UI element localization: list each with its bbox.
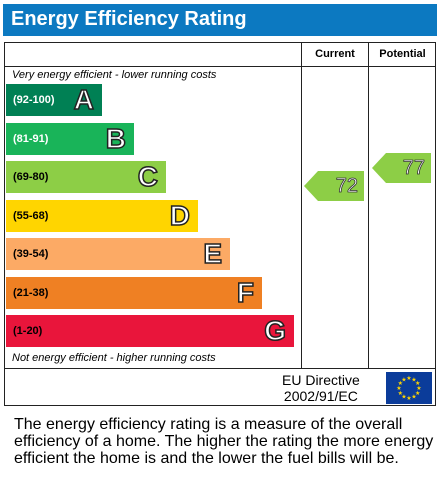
potential-rating-value: 77 <box>402 157 425 180</box>
eu-star-icon: ★ <box>398 380 403 387</box>
efficient-note: Very energy efficient - lower running co… <box>12 69 217 81</box>
rating-table <box>4 42 436 406</box>
rating-description: The energy efficiency rating is a measur… <box>14 416 434 467</box>
band-letter: D <box>169 199 191 232</box>
eu-star-icon: ★ <box>406 395 411 402</box>
band-range-label: (55-68) <box>13 209 49 222</box>
current-column-header: Current <box>315 48 355 60</box>
band-c: (69-80) C <box>6 160 166 193</box>
eu-star-icon: ★ <box>401 376 406 383</box>
band-range-label: (1-20) <box>13 325 43 337</box>
potential-column-header: Potential <box>379 48 426 60</box>
band-letter: G <box>263 314 286 347</box>
eu-directive-number: 2002/91/EC <box>283 388 358 404</box>
inefficient-note: Not energy efficient - higher running co… <box>12 352 216 364</box>
potential-arrow-shape <box>372 153 431 183</box>
current-rating-arrow: 72 <box>304 171 364 201</box>
eu-star-icon: ★ <box>406 375 411 382</box>
eu-star-icon: ★ <box>415 380 420 387</box>
band-letter: C <box>137 160 159 193</box>
band-a: (92-100) A <box>6 83 102 116</box>
potential-rating-arrow: 77 <box>372 153 431 183</box>
eu-star-icon: ★ <box>401 394 406 401</box>
band-d: (55-68) D <box>6 199 198 232</box>
header-divider <box>4 66 436 67</box>
eu-directive-title: EU Directive <box>282 372 360 388</box>
band-range-label: (69-80) <box>13 171 49 183</box>
divider-current <box>301 42 302 368</box>
band-b: (81-91) B <box>6 122 134 155</box>
eu-star-icon: ★ <box>416 385 421 392</box>
eu-star-icon: ★ <box>411 376 416 383</box>
band-e: (39-54) E <box>6 237 230 270</box>
eu-flag-icon: ★ ★ ★ ★ ★ ★ ★ ★ ★ ★ ★ ★ <box>386 372 432 404</box>
band-range-label: (92-100) <box>13 94 55 106</box>
band-letter: B <box>105 122 127 155</box>
band-letter: A <box>73 83 95 116</box>
eu-star-icon: ★ <box>398 390 403 397</box>
band-g: (1-20) G <box>6 314 294 347</box>
title-bar: Energy Efficiency Rating <box>3 4 437 36</box>
page-title: Energy Efficiency Rating <box>11 8 247 30</box>
band-range-label: (21-38) <box>13 286 49 299</box>
footer-divider <box>4 368 436 369</box>
eu-star-icon: ★ <box>411 394 416 401</box>
band-letter: F <box>236 276 255 309</box>
band-range-label: (81-91) <box>13 132 49 145</box>
eu-star-icon: ★ <box>396 385 401 392</box>
eu-directive: EU Directive 2002/91/EC <box>282 372 360 404</box>
divider-potential <box>368 42 369 368</box>
current-rating-value: 72 <box>335 175 358 198</box>
band-range-label: (39-54) <box>13 248 49 260</box>
eu-star-icon: ★ <box>415 390 420 397</box>
band-letter: E <box>203 237 223 270</box>
band-f: (21-38) F <box>6 276 262 309</box>
current-arrow-shape <box>304 171 364 201</box>
